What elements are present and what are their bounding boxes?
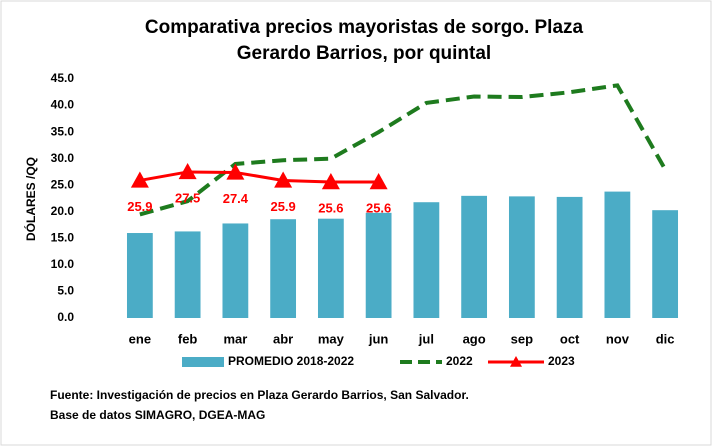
bar — [317, 218, 344, 318]
marker — [226, 163, 245, 180]
data-label: 27.5 — [175, 190, 200, 205]
marker — [130, 171, 149, 188]
y-tick-label: 35.0 — [51, 124, 75, 138]
marker — [321, 173, 340, 190]
legend-swatch — [510, 356, 522, 367]
bar — [461, 195, 488, 318]
bar — [222, 223, 249, 318]
note: Base de datos SIMAGRO, DGEA-MAG — [50, 408, 265, 422]
y-tick-label: 10.0 — [51, 257, 75, 271]
x-tick-label: oct — [560, 331, 580, 346]
y-axis-label: DÓLARES /QQ — [23, 157, 38, 241]
data-label: 25.9 — [270, 199, 295, 214]
data-label: 25.6 — [318, 200, 343, 215]
x-tick-label: may — [318, 331, 345, 346]
x-tick-label: mar — [223, 331, 247, 346]
x-tick-label: jun — [368, 331, 389, 346]
marker — [274, 171, 293, 188]
y-tick-label: 5.0 — [57, 284, 74, 298]
data-label: 25.9 — [127, 199, 152, 214]
marker — [369, 173, 388, 190]
bar — [604, 191, 631, 318]
bar — [270, 219, 297, 318]
x-tick-label: sep — [511, 331, 533, 346]
bar — [508, 196, 535, 318]
y-tick-label: 30.0 — [51, 151, 75, 165]
x-tick-label: abr — [273, 331, 293, 346]
chart-title: Gerardo Barrios, por quintal — [237, 43, 491, 64]
bar — [126, 233, 153, 318]
legend-label: PROMEDIO 2018-2022 — [228, 354, 354, 368]
x-tick-label: nov — [606, 331, 630, 346]
bar — [556, 196, 583, 318]
line — [139, 83, 667, 217]
y-tick-label: 25.0 — [51, 177, 75, 191]
chart-title: Comparativa precios mayoristas de sorgo.… — [145, 17, 584, 38]
bar — [413, 202, 440, 318]
bar — [174, 231, 201, 318]
data-label: 27.4 — [223, 191, 249, 206]
y-tick-label: 15.0 — [51, 231, 75, 245]
x-tick-label: feb — [178, 331, 198, 346]
data-label: 25.6 — [366, 200, 391, 215]
y-tick-label: 0.0 — [57, 310, 74, 324]
y-tick-label: 20.0 — [51, 204, 75, 218]
line — [139, 170, 379, 184]
y-tick-label: 40.0 — [51, 98, 75, 112]
x-tick-label: dic — [656, 331, 675, 346]
marker — [178, 162, 197, 180]
x-tick-label: jul — [418, 331, 434, 346]
legend-label: 2022 — [446, 354, 473, 368]
legend-swatch — [182, 357, 224, 367]
x-tick-label: ago — [463, 331, 486, 346]
y-tick-label: 45.0 — [51, 71, 75, 85]
x-tick-label: ene — [129, 331, 151, 346]
bar — [365, 212, 392, 318]
bar — [652, 210, 679, 318]
note: Fuente: Investigación de precios en Plaz… — [50, 388, 469, 402]
legend-label: 2023 — [548, 354, 575, 368]
